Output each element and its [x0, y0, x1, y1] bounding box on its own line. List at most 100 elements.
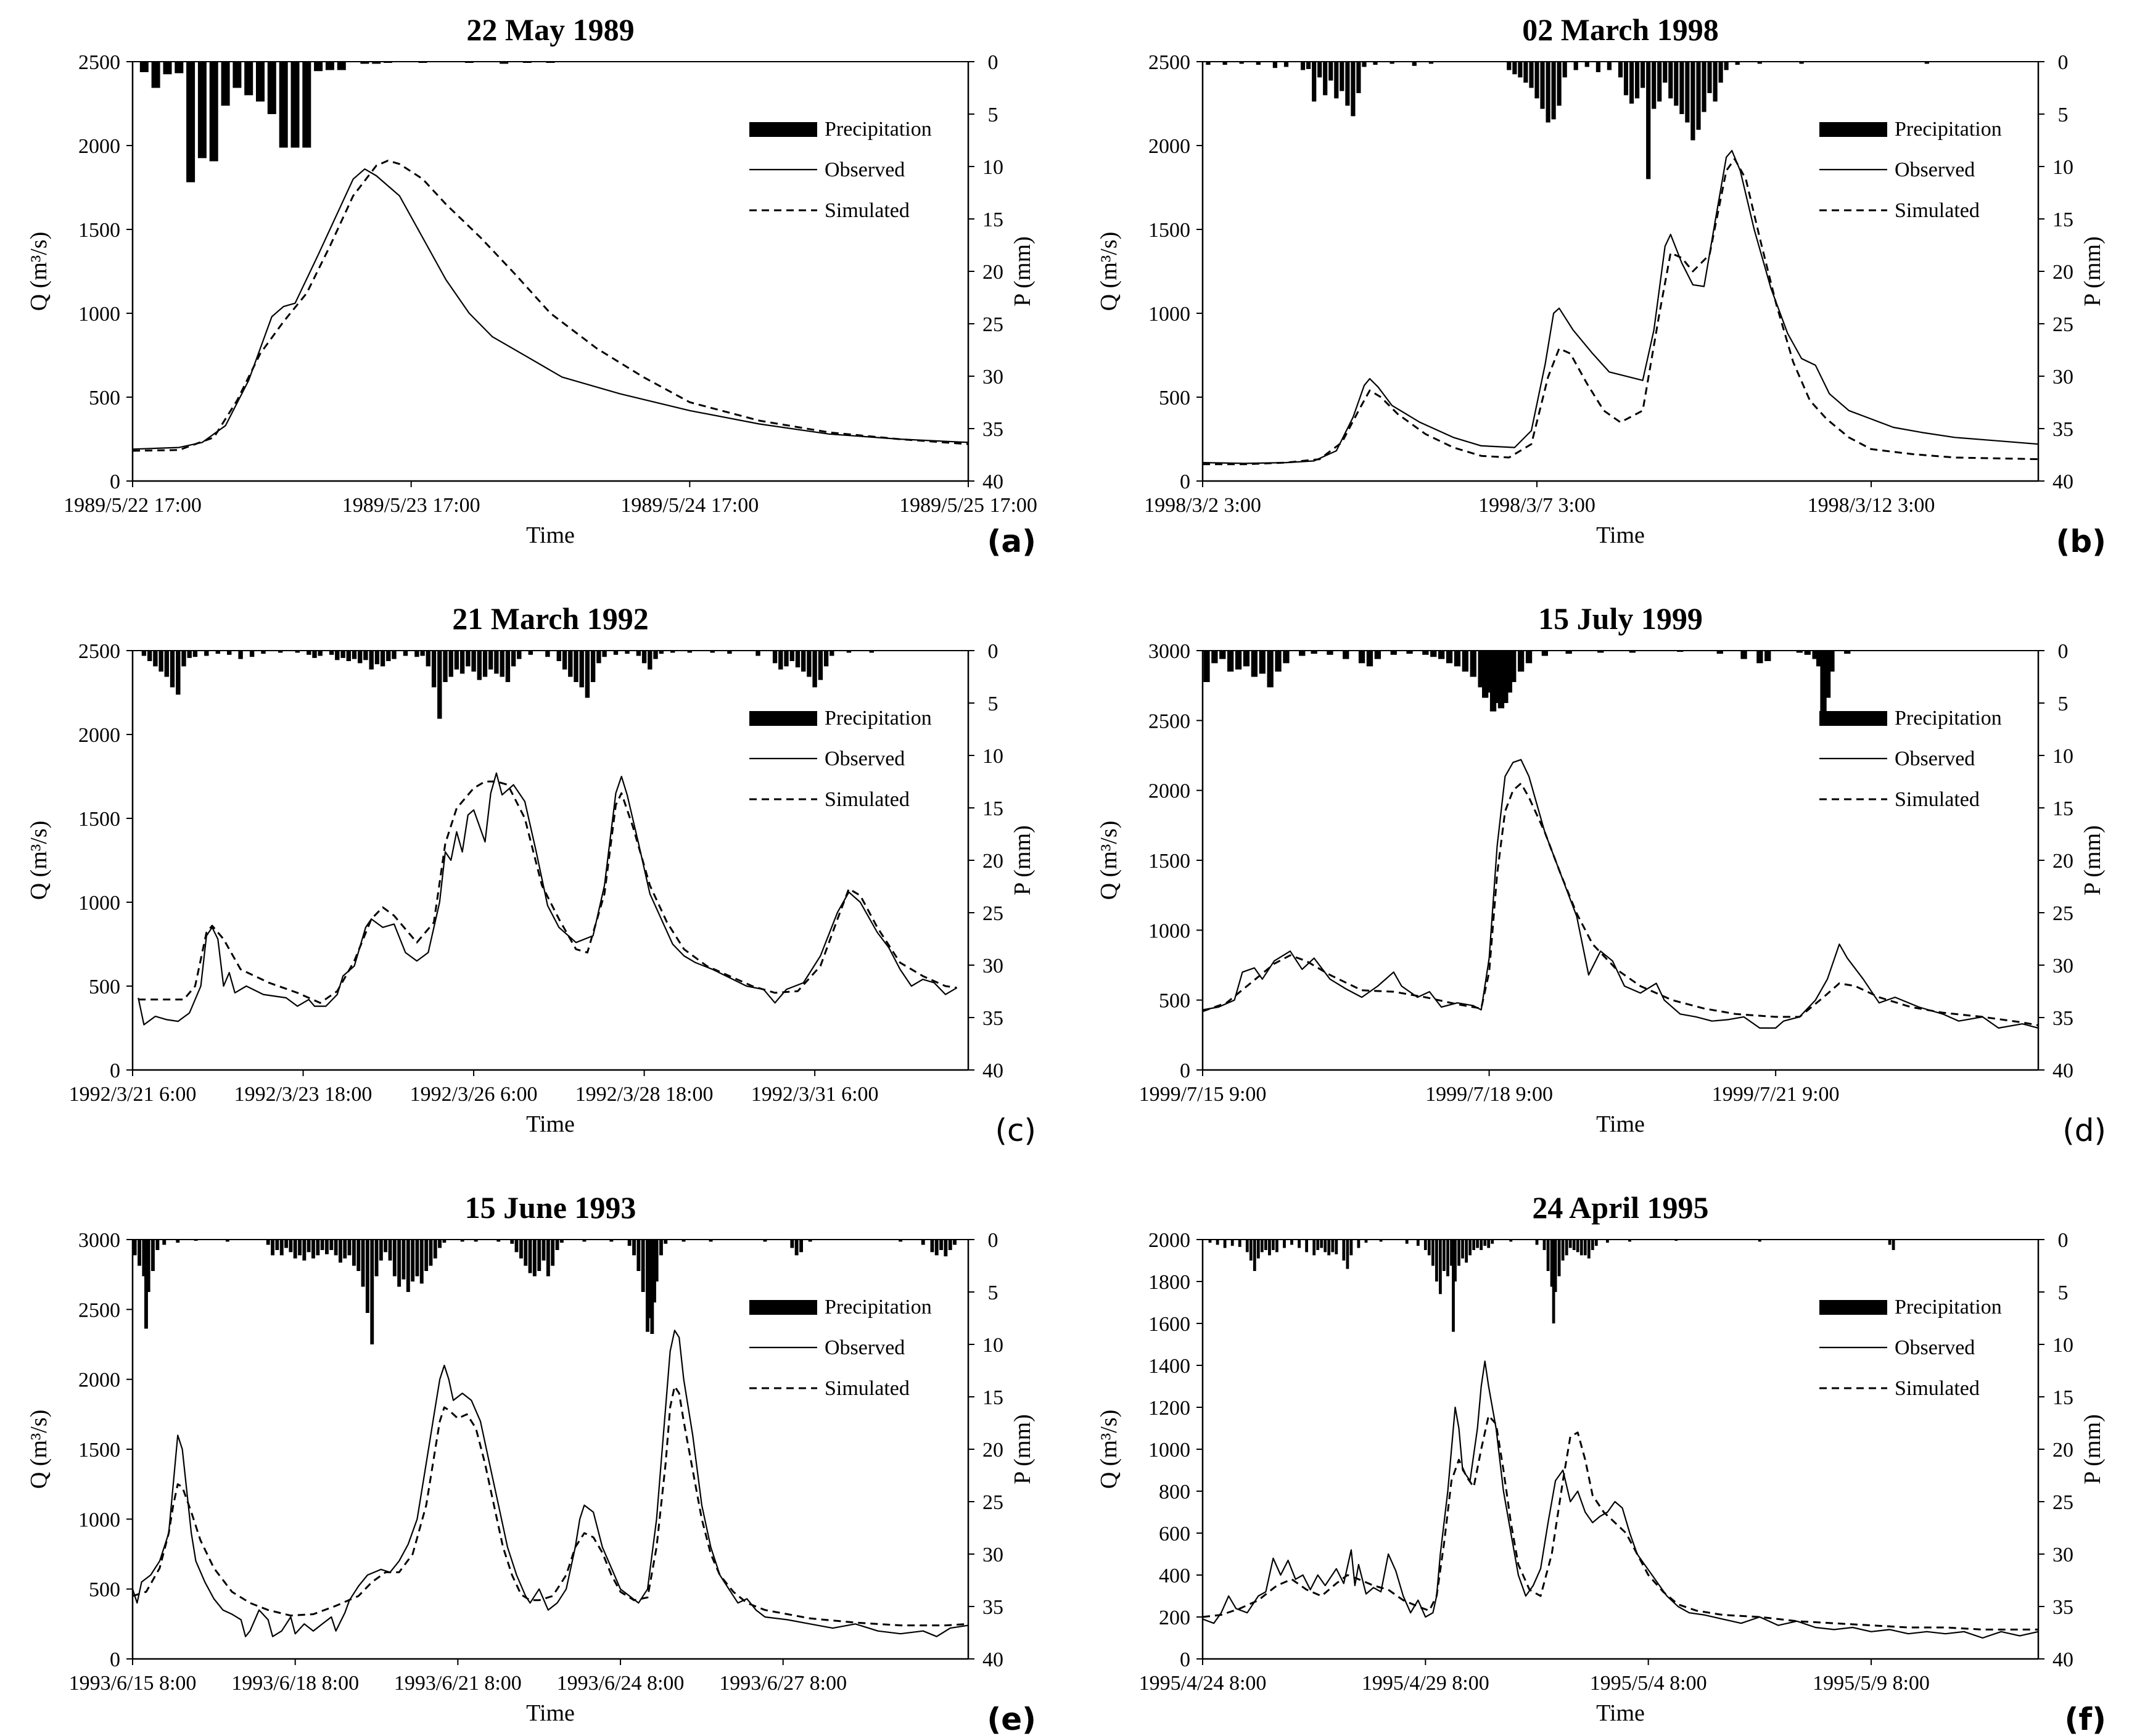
x-tick-label: 1992/3/28 18:00 — [575, 1083, 714, 1106]
precipitation-bar — [1374, 651, 1381, 659]
panel-b: 02 March 1998 0 500 1000 1500 2000 2500 0 5 10 15 2… — [1096, 12, 2106, 559]
precipitation-bar — [302, 1240, 307, 1261]
precipitation-bar — [1427, 1240, 1431, 1256]
precipitation-bar — [528, 1240, 532, 1273]
precipitation-bar — [1335, 1240, 1338, 1254]
precipitation-bar — [1283, 1240, 1286, 1248]
y2-tick-label: 5 — [2058, 1281, 2069, 1304]
precipitation-bar — [1457, 1240, 1460, 1266]
y2-tick-label: 5 — [988, 1281, 998, 1304]
precipitation-bar — [1465, 1240, 1468, 1263]
y-tick-label: 2000 — [78, 1369, 120, 1392]
precipitation-bar — [1251, 651, 1258, 677]
precipitation-bar — [664, 1240, 668, 1244]
precipitation-bar — [517, 651, 522, 659]
y-tick-label: 200 — [1159, 1606, 1190, 1629]
panel-e: 15 June 1993 0 500 1000 1500 2000 2500 3000 0 5 10… — [26, 1190, 1036, 1736]
y-tick-label: 800 — [1159, 1481, 1190, 1504]
legend-simulated-label: Simulated — [825, 1377, 910, 1400]
precipitation-bar — [1357, 1240, 1361, 1248]
y2-tick-label: 15 — [982, 797, 1003, 820]
precipitation-bar — [632, 1240, 636, 1256]
chart-title: 02 March 1998 — [1522, 12, 1718, 47]
legend-precipitation-swatch — [749, 711, 817, 726]
precipitation-bar — [1735, 62, 1740, 65]
precipitation-bar — [799, 1240, 803, 1253]
precipitation-bar — [411, 1240, 415, 1281]
precipitation-bar — [1316, 1240, 1320, 1250]
x-axis-label: Time — [1596, 1700, 1645, 1726]
precipitation-bar — [1892, 1240, 1895, 1250]
precipitation-bar — [365, 1240, 369, 1313]
precipitation-bar — [1480, 1240, 1483, 1250]
precipitation-bar — [181, 651, 186, 667]
precipitation-bar — [204, 651, 209, 656]
precipitation-bar — [164, 651, 169, 677]
precipitation-bar — [939, 1240, 943, 1250]
precipitation-bar — [1301, 62, 1306, 70]
precipitation-bar — [1509, 1240, 1513, 1242]
x-axis-label: Time — [526, 522, 575, 548]
precipitation-bar — [1290, 1240, 1293, 1245]
y-tick-label: 0 — [110, 1648, 120, 1671]
precipitation-bar — [1497, 651, 1505, 709]
precipitation-bar — [585, 651, 590, 698]
precipitation-bar — [953, 1240, 957, 1245]
y2-tick-label: 25 — [982, 902, 1003, 925]
precipitation-bar — [361, 1240, 365, 1287]
precipitation-bar — [930, 1240, 934, 1253]
precipitation-bar — [442, 1240, 447, 1243]
y2-tick-label: 20 — [2052, 1439, 2073, 1462]
precipitation-bar — [295, 651, 300, 653]
precipitation-bar — [352, 1240, 356, 1266]
precipitation-bar — [524, 1240, 528, 1266]
y-tick-label: 1500 — [1148, 219, 1190, 242]
y-tick-label: 500 — [1159, 990, 1190, 1013]
precipitation-bar — [944, 1240, 948, 1257]
y2-axis-label: P (mm) — [1010, 1414, 1035, 1484]
y2-tick-label: 5 — [2058, 693, 2069, 715]
precipitation-bar — [1764, 651, 1771, 661]
legend-simulated-label: Simulated — [825, 788, 910, 811]
legend-observed-label: Observed — [1895, 158, 1975, 181]
precipitation-bar — [460, 1240, 464, 1242]
precipitation-bar — [1351, 62, 1356, 117]
precipitation-bar — [1518, 651, 1525, 672]
y2-tick-label: 15 — [982, 1386, 1003, 1409]
precipitation-bar — [1203, 651, 1210, 682]
panel-a: 22 May 1989 0 500 1000 1500 2000 2500 0 5 10 15 20 2… — [26, 12, 1037, 559]
y2-axis-label: P (mm) — [2080, 236, 2106, 306]
precipitation-bar — [244, 62, 253, 96]
x-tick-label: 1995/5/4 8:00 — [1590, 1672, 1707, 1695]
precipitation-bar — [271, 1240, 274, 1256]
precipitation-bar — [266, 1240, 270, 1245]
y2-tick-label: 40 — [2052, 471, 2073, 493]
precipitation-bar — [1740, 651, 1747, 659]
precipitation-bar — [812, 651, 817, 688]
panel-label: (f) — [2065, 1701, 2106, 1736]
precipitation-bar — [1584, 62, 1589, 67]
precipitation-bar — [670, 651, 675, 653]
legend-precipitation-label: Precipitation — [1895, 1296, 2002, 1318]
y2-tick-label: 0 — [2058, 51, 2069, 74]
x-tick-label: 1989/5/25 17:00 — [899, 494, 1037, 517]
precipitation-bar — [1597, 651, 1604, 653]
precipitation-bar — [1435, 1240, 1438, 1281]
x-tick-label: 1993/6/15 8:00 — [69, 1672, 197, 1695]
y2-tick-label: 0 — [988, 1229, 998, 1252]
precipitation-bar — [1576, 1240, 1579, 1253]
precipitation-bar — [823, 651, 829, 667]
precipitation-bar — [340, 651, 345, 658]
y2-tick-label: 40 — [2052, 1059, 2073, 1082]
precipitation-bar — [1663, 62, 1668, 83]
x-tick-label: 1999/7/21 9:00 — [1712, 1083, 1840, 1106]
precipitation-bar — [1260, 1240, 1264, 1253]
precipitation-bar — [374, 651, 380, 665]
precipitation-bar — [162, 1240, 167, 1245]
precipitation-bar — [519, 1240, 523, 1259]
precipitation-bar — [1716, 651, 1723, 654]
precipitation-bar — [1366, 651, 1373, 667]
precipitation-bar — [650, 1240, 654, 1334]
precipitation-bar — [1491, 1240, 1494, 1244]
precipitation-bar — [1454, 1240, 1457, 1281]
